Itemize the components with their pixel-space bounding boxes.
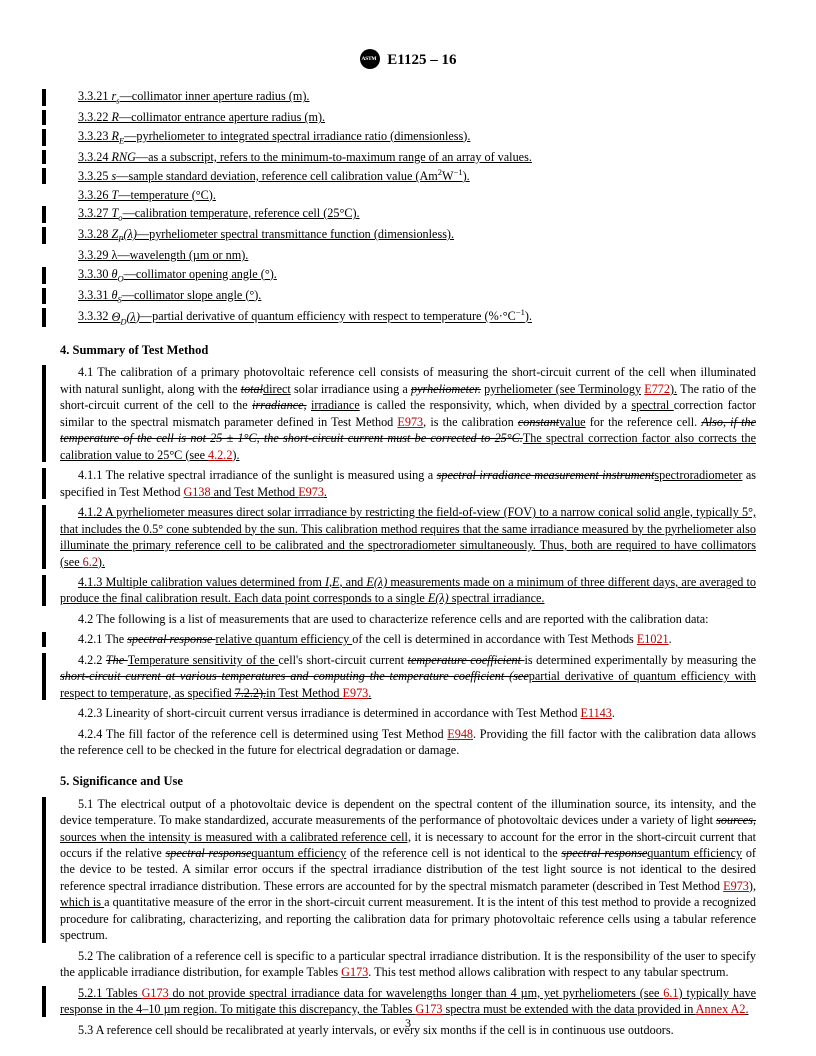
para-4-1-2: 4.1.2 A pyrheliometer measures direct so… bbox=[60, 504, 756, 570]
para-5-2: 5.2 The calibration of a reference cell … bbox=[60, 948, 756, 981]
definition-block: 3.3.21 rs—collimator inner aperture radi… bbox=[60, 88, 756, 327]
section-4-title: 4. Summary of Test Method bbox=[60, 342, 756, 359]
definition-item: 3.3.22 R—collimator entrance aperture ra… bbox=[60, 109, 756, 125]
para-4-2-1: 4.2.1 The spectral response relative qua… bbox=[60, 631, 756, 647]
page-header: E1125 – 16 bbox=[60, 50, 756, 70]
para-4-1-3: 4.1.3 Multiple calibration values determ… bbox=[60, 574, 756, 607]
definition-item: 3.3.25 s—sample standard deviation, refe… bbox=[60, 167, 756, 185]
astm-logo bbox=[360, 49, 380, 69]
para-4-1: 4.1 The calibration of a primary photovo… bbox=[60, 364, 756, 463]
para-5-2-1: 5.2.1 Tables G173 do not provide spectra… bbox=[60, 985, 756, 1018]
page-number: 3 bbox=[0, 1015, 816, 1031]
designation: E1125 – 16 bbox=[387, 52, 456, 68]
definition-item: 3.3.26 T—temperature (°C). bbox=[60, 187, 756, 203]
definition-item: 3.3.28 ZP(λ)—pyrheliometer spectral tran… bbox=[60, 226, 756, 245]
definition-item: 3.3.24 RNG—as a subscript, refers to the… bbox=[60, 149, 756, 165]
para-4-2: 4.2 The following is a list of measureme… bbox=[60, 611, 756, 627]
definition-item: 3.3.32 ΘD(λ)—partial derivative of quant… bbox=[60, 307, 756, 327]
definition-item: 3.3.27 To—calibration temperature, refer… bbox=[60, 205, 756, 224]
para-5-1: 5.1 The electrical output of a photovolt… bbox=[60, 796, 756, 944]
para-4-2-2: 4.2.2 The Temperature sensitivity of the… bbox=[60, 652, 756, 701]
definition-item: 3.3.31 θS—collimator slope angle (°). bbox=[60, 287, 756, 306]
para-4-2-3: 4.2.3 Linearity of short-circuit current… bbox=[60, 705, 756, 721]
definition-item: 3.3.23 RE—pyrheliometer to integrated sp… bbox=[60, 128, 756, 147]
para-4-1-1: 4.1.1 The relative spectral irradiance o… bbox=[60, 467, 756, 500]
definition-item: 3.3.29 λ—wavelength (µm or nm). bbox=[60, 247, 756, 263]
definition-item: 3.3.30 θO—collimator opening angle (°). bbox=[60, 266, 756, 285]
section-5-title: 5. Significance and Use bbox=[60, 773, 756, 790]
definition-item: 3.3.21 rs—collimator inner aperture radi… bbox=[60, 88, 756, 107]
para-4-2-4: 4.2.4 The fill factor of the reference c… bbox=[60, 726, 756, 759]
